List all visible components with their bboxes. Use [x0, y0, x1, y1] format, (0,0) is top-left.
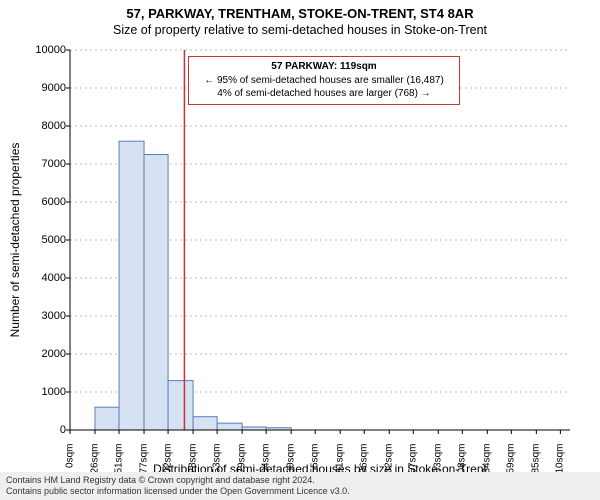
y-tick-label: 5000 [6, 234, 66, 246]
y-tick-label: 6000 [6, 196, 66, 208]
y-tick-label: 8000 [6, 120, 66, 132]
annotation-larger: 4% of semi-detached houses are larger (7… [195, 87, 453, 101]
plot-area: 57 PARKWAY: 119sqm← 95% of semi-detached… [70, 50, 570, 430]
attribution-footer: Contains HM Land Registry data © Crown c… [0, 472, 600, 500]
property-annotation: 57 PARKWAY: 119sqm← 95% of semi-detached… [188, 56, 460, 105]
y-tick-label: 3000 [6, 310, 66, 322]
histogram-svg [70, 50, 570, 430]
y-tick-label: 1000 [6, 386, 66, 398]
footer-line-1: Contains HM Land Registry data © Crown c… [6, 475, 594, 486]
y-tick-label: 0 [6, 424, 66, 436]
chart-subtitle: Size of property relative to semi-detach… [0, 21, 600, 37]
footer-line-2: Contains public sector information licen… [6, 486, 594, 497]
annotation-smaller: ← 95% of semi-detached houses are smalle… [195, 74, 453, 88]
y-tick-label: 9000 [6, 82, 66, 94]
chart-title: 57, PARKWAY, TRENTHAM, STOKE-ON-TRENT, S… [0, 0, 600, 21]
y-tick-label: 2000 [6, 348, 66, 360]
chart-container: 57, PARKWAY, TRENTHAM, STOKE-ON-TRENT, S… [0, 0, 600, 500]
y-tick-label: 4000 [6, 272, 66, 284]
annotation-title: 57 PARKWAY: 119sqm [195, 60, 453, 74]
y-tick-label: 10000 [6, 44, 66, 56]
y-tick-label: 7000 [6, 158, 66, 170]
